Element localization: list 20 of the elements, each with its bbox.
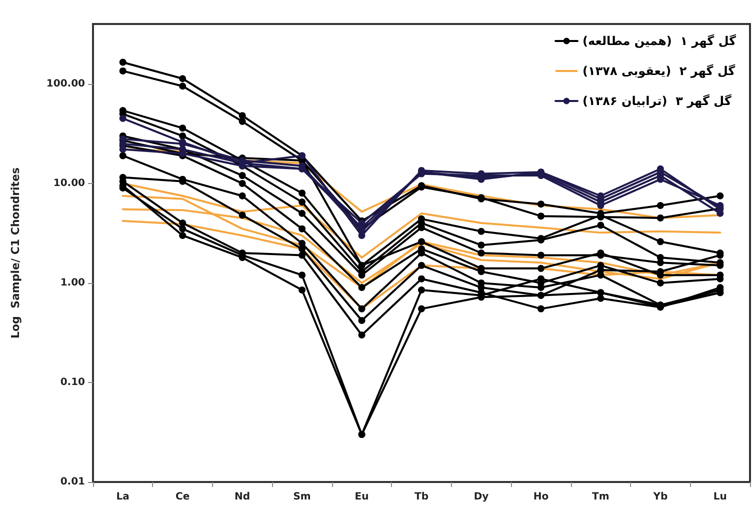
y-tick-label: 10.00 bbox=[53, 178, 86, 189]
x-tick-label: Ho bbox=[533, 492, 549, 502]
legend-label: گل گهر ۲ (یعقوبی ۱۳۷۸) bbox=[582, 64, 736, 78]
x-tick-label: Lu bbox=[713, 492, 727, 502]
y-tick-label: 1.00 bbox=[60, 277, 86, 288]
y-axis-title: Log Sample/ C1 Chondrites bbox=[9, 167, 22, 339]
legend-label: گل گهر ۱ (همین مطالعه) bbox=[582, 34, 736, 48]
x-tick-label: Dy bbox=[474, 492, 490, 502]
x-tick-label: Eu bbox=[354, 492, 369, 502]
x-tick-label: Nd bbox=[234, 492, 250, 502]
x-tick-label: Ce bbox=[176, 492, 190, 502]
x-tick-label: Sm bbox=[293, 492, 311, 502]
x-tick-label: Yb bbox=[652, 492, 668, 502]
legend-label: گل گهر ۳ (ترابیان ۱۳۸۶) bbox=[582, 94, 732, 108]
x-tick-label: La bbox=[116, 492, 130, 502]
x-tick-label: Tm bbox=[592, 492, 610, 502]
y-tick-label: 0.10 bbox=[60, 376, 86, 388]
x-tick-label: Tb bbox=[414, 492, 428, 502]
y-tick-label: 100.00 bbox=[46, 78, 86, 90]
y-tick-label: 0.01 bbox=[60, 476, 86, 488]
